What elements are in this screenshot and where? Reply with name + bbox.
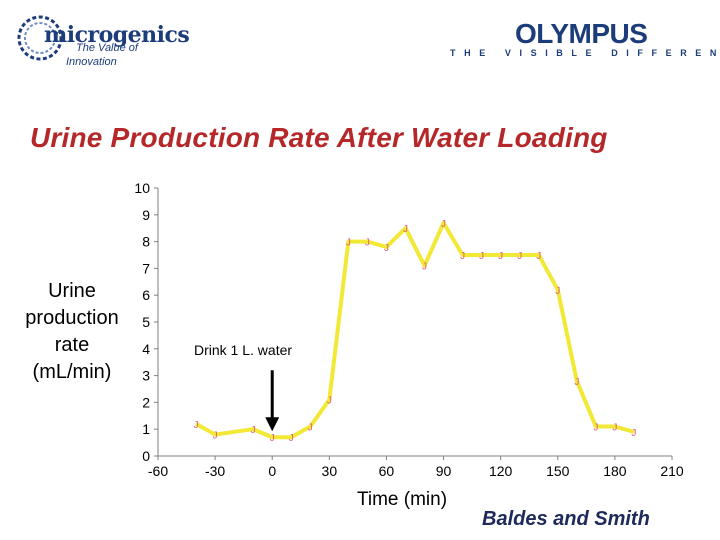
microgenics-ring-icon — [17, 15, 63, 61]
x-tick-label: 90 — [436, 463, 452, 479]
y-tick-label: 0 — [142, 448, 150, 464]
y-tick-label: 9 — [142, 207, 150, 223]
data-point-marker: J — [422, 262, 427, 273]
data-point-marker: J — [384, 243, 389, 254]
olympus-logo: OLYMPUS THE VISIBLE DIFFERENCE — [440, 18, 720, 68]
data-point-marker: J — [479, 251, 484, 262]
data-point-marker: J — [612, 423, 617, 434]
chart-series: J J J J J J J J J J J J J J J J J J J J J J J — [194, 219, 637, 444]
microgenics-tagline-line1: The Value of — [76, 42, 138, 54]
chart-axes — [154, 187, 673, 460]
x-tick-label: 60 — [379, 463, 395, 479]
microgenics-tagline-line2: Innovation — [66, 56, 117, 68]
microgenics-logo: microgenics The Value of Innovation — [16, 12, 190, 72]
data-point-marker: J — [346, 238, 351, 249]
y-tick-label: 2 — [142, 394, 150, 410]
y-tick-label: 5 — [142, 314, 150, 330]
chart-labels: 0 1 2 3 4 5 6 7 8 9 10 -60 -30 0 30 60 90 120 150 180 210 Tim… — [25, 180, 684, 510]
y-axis-title-line: (mL/min) — [33, 361, 112, 383]
y-tick-label: 1 — [142, 421, 150, 437]
x-tick-label: -60 — [148, 463, 168, 479]
data-point-marker: J — [536, 251, 541, 262]
x-tick-label: 210 — [660, 463, 684, 479]
x-axis-title: Time (min) — [357, 489, 447, 510]
data-point-marker: J — [327, 396, 332, 407]
y-tick-label: 10 — [134, 180, 150, 196]
y-axis-title-line: rate — [55, 334, 89, 356]
data-point-marker: J — [555, 286, 560, 297]
y-axis-title-line: production — [25, 307, 118, 329]
olympus-logo-name: OLYMPUS — [515, 18, 648, 49]
data-point-marker: J — [593, 423, 598, 434]
data-point-marker: J — [213, 431, 218, 442]
annotation-text: Drink 1 L. water — [194, 342, 292, 358]
data-point-marker: J — [270, 433, 275, 444]
data-point-marker: J — [251, 425, 256, 436]
data-point-marker: J — [441, 219, 446, 230]
x-tick-label: -30 — [205, 463, 225, 479]
data-point-marker: J — [308, 423, 313, 434]
y-tick-label: 7 — [142, 260, 150, 276]
data-point-marker: J — [289, 433, 294, 444]
data-point-marker: J — [631, 428, 636, 439]
slide-title: Urine Production Rate After Water Loadin… — [30, 122, 608, 153]
data-point-marker: J — [498, 251, 503, 262]
citation: Baldes and Smith — [482, 508, 650, 530]
microgenics-logo-name: microgenics — [44, 22, 190, 48]
series-line — [195, 220, 635, 440]
data-point-marker: J — [194, 420, 199, 431]
x-tick-label: 180 — [603, 463, 627, 479]
y-tick-label: 6 — [142, 287, 150, 303]
x-tick-label: 30 — [322, 463, 338, 479]
data-point-marker: J — [517, 251, 522, 262]
data-point-marker: J — [574, 377, 579, 388]
y-tick-label: 4 — [142, 341, 150, 357]
y-tick-label: 3 — [142, 368, 150, 384]
data-point-marker: J — [365, 238, 370, 249]
olympus-tagline: THE VISIBLE DIFFERENCE — [450, 48, 720, 58]
y-tick-label: 8 — [142, 234, 150, 250]
x-tick-label: 120 — [489, 463, 513, 479]
y-axis-title-line: Urine — [48, 280, 96, 302]
annotation-arrow-head — [265, 417, 280, 432]
x-tick-label: 150 — [546, 463, 570, 479]
x-tick-label: 0 — [268, 463, 276, 479]
data-point-marker: J — [403, 224, 408, 235]
data-point-marker: J — [460, 251, 465, 262]
